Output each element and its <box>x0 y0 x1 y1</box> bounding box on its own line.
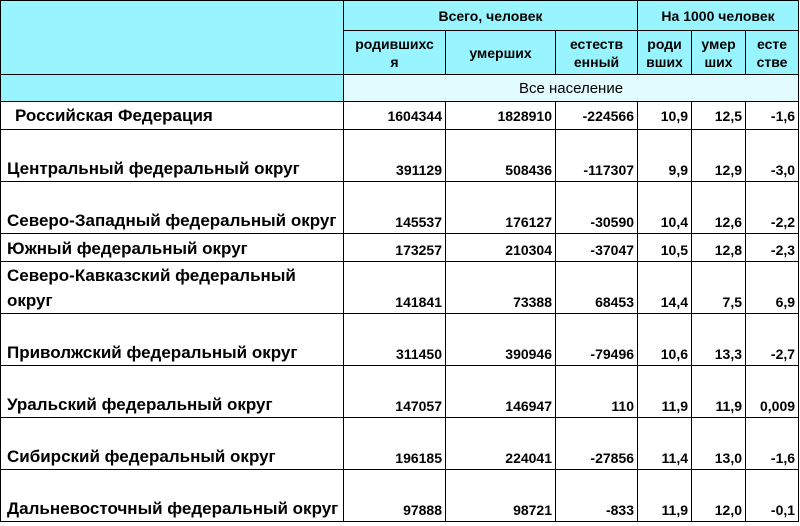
table-row: Уральский федеральный округ 147057 14694… <box>0 365 800 418</box>
deaths-cell: 98721 <box>445 469 556 522</box>
births-rate-cell: 10,4 <box>637 181 693 234</box>
header-row-groups: Всего, человек На 1000 человек <box>0 0 800 75</box>
natural-rate-cell: -2,7 <box>745 313 800 366</box>
deaths-rate-cell: 12,0 <box>691 469 747 522</box>
deaths-rate-cell: 12,9 <box>691 129 747 182</box>
births-rate-cell: 10,9 <box>637 101 693 130</box>
natural-rate-cell: -0,1 <box>745 469 800 522</box>
deaths-cell: 224041 <box>445 417 556 470</box>
deaths-rate-cell: 7,5 <box>691 261 747 314</box>
header-row-columns: родившихс я умерших естеств енный роди в… <box>1 30 800 75</box>
table-row: Приволжский федеральный округ 311450 390… <box>0 313 800 366</box>
natural-rate-cell: -3,0 <box>745 129 800 182</box>
row-name: Дальневосточный федеральный округ <box>0 469 344 522</box>
births-rate-cell: 11,4 <box>637 417 693 470</box>
natural-rate-cell: -1,6 <box>745 417 800 470</box>
deaths-cell: 146947 <box>445 365 556 418</box>
header-births: родившихс я <box>343 30 446 75</box>
births-cell: 97888 <box>343 469 446 522</box>
table-row: Центральный федеральный округ 391129 508… <box>0 129 800 182</box>
births-cell: 1604344 <box>343 101 446 130</box>
table-row: Российская Федерация 1604344 1828910 -22… <box>0 101 800 130</box>
row-name: Приволжский федеральный округ <box>0 313 344 366</box>
deaths-rate-cell: 13,3 <box>691 313 747 366</box>
header-corner <box>0 0 344 75</box>
header-births-rate: роди вших <box>637 30 693 75</box>
natural-rate-cell: -2,3 <box>745 233 800 262</box>
header-deaths-rate: умер ших <box>691 30 747 75</box>
natural-rate-cell: -2,2 <box>745 181 800 234</box>
row-name: Северо-Кавказский федеральный округ <box>0 261 344 314</box>
natural-cell: 110 <box>554 365 639 418</box>
deaths-cell: 390946 <box>445 313 556 366</box>
deaths-cell: 508436 <box>445 129 556 182</box>
deaths-cell: 1828910 <box>445 101 556 130</box>
subheader-row: Все население <box>0 74 800 102</box>
header-natural-rate: есте стве <box>745 30 800 75</box>
deaths-cell: 176127 <box>445 181 556 234</box>
table-row: Южный федеральный округ 173257 210304 -3… <box>0 233 800 262</box>
births-cell: 141841 <box>343 261 446 314</box>
births-cell: 145537 <box>343 181 446 234</box>
deaths-cell: 210304 <box>445 233 556 262</box>
natural-rate-cell: 0,009 <box>745 365 800 418</box>
births-rate-cell: 11,9 <box>637 365 693 418</box>
births-cell: 147057 <box>343 365 446 418</box>
births-rate-cell: 14,4 <box>637 261 693 314</box>
natural-cell: -117307 <box>554 129 639 182</box>
header-natural: естеств енный <box>554 30 639 75</box>
row-name: Сибирский федеральный округ <box>0 417 344 470</box>
births-cell: 311450 <box>343 313 446 366</box>
natural-cell: -79496 <box>554 313 639 366</box>
deaths-rate-cell: 12,6 <box>691 181 747 234</box>
row-name: Уральский федеральный округ <box>0 365 344 418</box>
births-rate-cell: 9,9 <box>637 129 693 182</box>
subheader-corner <box>0 74 344 102</box>
table-row: Северо-Кавказский федеральный округ 1418… <box>0 261 800 314</box>
natural-cell: -224566 <box>554 101 639 130</box>
row-name: Северо-Западный федеральный округ <box>0 181 344 234</box>
natural-cell: -27856 <box>554 417 639 470</box>
natural-rate-cell: 6,9 <box>745 261 800 314</box>
deaths-cell: 73388 <box>445 261 556 314</box>
header-group-per1000: На 1000 человек <box>637 0 800 31</box>
births-cell: 391129 <box>343 129 446 182</box>
natural-cell: -37047 <box>554 233 639 262</box>
table-row: Северо-Западный федеральный округ 145537… <box>0 181 800 234</box>
births-cell: 173257 <box>343 233 446 262</box>
header-deaths: умерших <box>445 30 556 75</box>
row-name: Южный федеральный округ <box>0 233 344 262</box>
deaths-rate-cell: 12,5 <box>691 101 747 130</box>
births-rate-cell: 11,9 <box>637 469 693 522</box>
natural-cell: -833 <box>554 469 639 522</box>
row-name: Центральный федеральный округ <box>0 129 344 182</box>
table-row: Дальневосточный федеральный округ 97888 … <box>0 469 800 522</box>
subheader-all-population: Все население <box>342 74 800 102</box>
deaths-rate-cell: 11,9 <box>691 365 747 418</box>
natural-cell: 68453 <box>554 261 639 314</box>
row-name: Российская Федерация <box>0 101 344 130</box>
table-row: Сибирский федеральный округ 196185 22404… <box>0 417 800 470</box>
deaths-rate-cell: 12,8 <box>691 233 747 262</box>
deaths-rate-cell: 13,0 <box>691 417 747 470</box>
births-cell: 196185 <box>343 417 446 470</box>
births-rate-cell: 10,5 <box>637 233 693 262</box>
natural-cell: -30590 <box>554 181 639 234</box>
header-group-total: Всего, человек <box>342 0 639 31</box>
natural-rate-cell: -1,6 <box>745 101 800 130</box>
births-rate-cell: 10,6 <box>637 313 693 366</box>
